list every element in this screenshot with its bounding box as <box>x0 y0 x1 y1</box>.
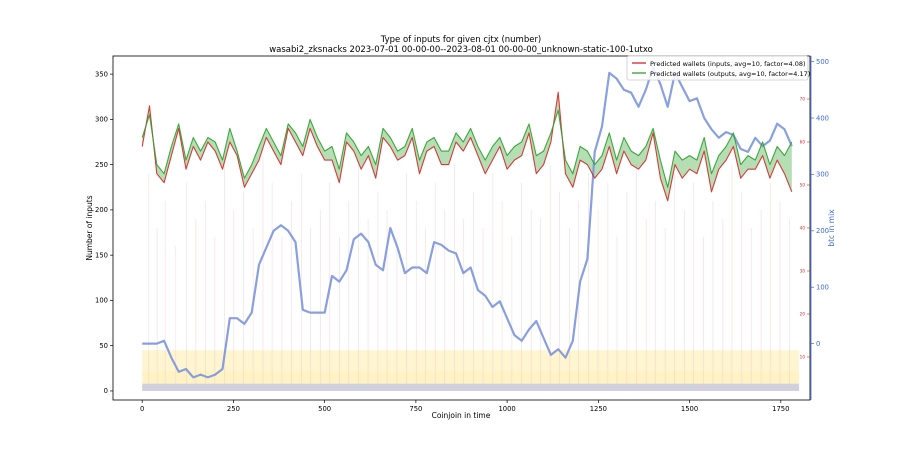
y-tick-label: 200 <box>95 206 108 214</box>
y2-tick-label: 10 <box>800 355 806 360</box>
chart-subtitle: wasabi2_zksnacks 2023-07-01 00-00-00--20… <box>269 45 653 55</box>
inputs-line <box>141 91 793 202</box>
legend-label-outputs: Predicted wallets (outputs, avg=10, fact… <box>650 70 810 78</box>
y-tick-label: 350 <box>95 70 108 78</box>
y3-tick-label: 400 <box>816 114 829 122</box>
y3-tick-label: 0 <box>816 340 820 348</box>
y-tick-label: 100 <box>95 297 108 305</box>
y-tick-label: 50 <box>99 342 108 350</box>
x-tick-label: 750 <box>409 405 422 413</box>
y3-tick-label: 500 <box>816 58 829 66</box>
y-tick-label: 250 <box>95 161 108 169</box>
y2-tick-label: 70 <box>800 97 806 102</box>
y2-tick-label: 40 <box>800 226 806 231</box>
y2-tick-label: 30 <box>800 269 806 274</box>
legend: Predicted wallets (inputs, avg=10, facto… <box>626 55 810 81</box>
plot-area <box>141 66 800 391</box>
y-axis-label: Number of inputs <box>85 195 94 260</box>
x-tick-label: 0 <box>140 405 144 413</box>
x-tick-label: 1000 <box>498 405 515 413</box>
y2-tick-label: 20 <box>800 312 806 317</box>
y3-tick-label: 300 <box>816 171 829 179</box>
fill-between-lines <box>142 92 792 201</box>
fill-band-blue <box>142 383 800 391</box>
x-tick-label: 1750 <box>772 405 789 413</box>
legend-label-inputs: Predicted wallets (inputs, avg=10, facto… <box>650 60 806 68</box>
chart-title: Type of inputs for given cjtx (number) <box>380 35 542 45</box>
x-tick-label: 500 <box>318 405 331 413</box>
y2-tick-label: 60 <box>800 140 806 145</box>
outputs-line <box>141 109 793 188</box>
x-tick-label: 1250 <box>590 405 607 413</box>
y3-tick-label: 200 <box>816 227 829 235</box>
x-tick-label: 250 <box>227 405 240 413</box>
plot-clipped-group <box>141 66 800 391</box>
y-tick-label: 0 <box>104 387 108 395</box>
y2-tick-label: 50 <box>800 183 806 188</box>
x-axis-label: Coinjoin in time <box>432 411 491 420</box>
y-tick-label: 300 <box>95 116 108 124</box>
btc-in-mix-line <box>142 66 793 379</box>
axes: 0 250 500 750 1000 1250 1500 175005010015020025… <box>95 55 829 413</box>
plot-frame <box>112 55 811 401</box>
legend-box <box>626 55 809 81</box>
y3-axis-label: btc in mix <box>827 209 836 247</box>
y-tick-label: 150 <box>95 251 108 259</box>
y3-tick-label: 100 <box>816 284 829 292</box>
x-tick-label: 1500 <box>681 405 698 413</box>
